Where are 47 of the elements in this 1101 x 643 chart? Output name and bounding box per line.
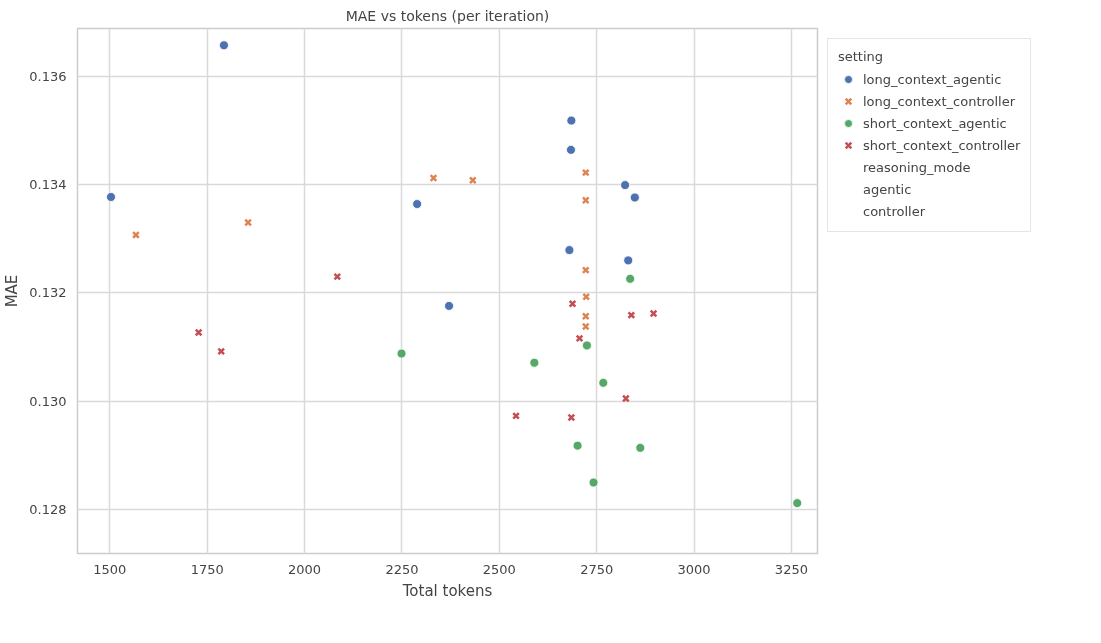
point <box>396 348 407 359</box>
y-tick-label: 0.132 <box>29 285 67 301</box>
x-tick-label: 2500 <box>482 561 516 577</box>
point <box>106 192 116 202</box>
point <box>444 301 454 311</box>
point <box>598 377 609 388</box>
legend-label: short_context_agentic <box>863 115 1007 131</box>
point <box>572 440 583 451</box>
point <box>792 498 803 508</box>
legend-label: long_context_controller <box>863 93 1016 109</box>
x-tick-label: 2250 <box>385 561 419 577</box>
point <box>582 340 592 351</box>
chart-title: MAE vs tokens (per iteration) <box>345 7 550 24</box>
text: agentic <box>863 181 912 197</box>
x-tick-label: 1500 <box>93 561 127 577</box>
y-tick-label: 0.136 <box>29 68 67 84</box>
x-tick-label: 1750 <box>190 561 224 577</box>
text: controller <box>863 203 926 219</box>
point <box>623 255 634 266</box>
x-tick-label: 3000 <box>677 561 711 577</box>
legend-label: long_context_agentic <box>863 71 1002 87</box>
point <box>629 192 640 203</box>
y-tick-label: 0.128 <box>29 502 67 518</box>
point <box>566 115 577 126</box>
point <box>219 40 229 51</box>
point <box>620 180 630 190</box>
y-axis-title: MAE <box>3 274 22 308</box>
point <box>625 273 636 284</box>
point <box>244 218 253 227</box>
point <box>635 442 646 453</box>
x-tick-label: 2750 <box>580 561 614 577</box>
point <box>429 173 438 183</box>
point <box>588 477 599 488</box>
text: reasoning_mode <box>863 159 971 175</box>
point <box>566 144 576 155</box>
point <box>564 245 575 255</box>
point <box>529 357 540 368</box>
y-tick-label: 0.130 <box>29 393 67 409</box>
point <box>581 322 590 331</box>
x-tick-label: 3250 <box>774 561 808 577</box>
x-tick-label: 2000 <box>288 561 322 577</box>
legend-title: setting <box>838 49 885 64</box>
legend-label: short_context_controller <box>863 137 1021 153</box>
point <box>412 199 423 209</box>
point <box>621 394 630 403</box>
y-tick-label: 0.134 <box>29 177 67 193</box>
x-axis-title: Total tokens <box>401 581 493 600</box>
